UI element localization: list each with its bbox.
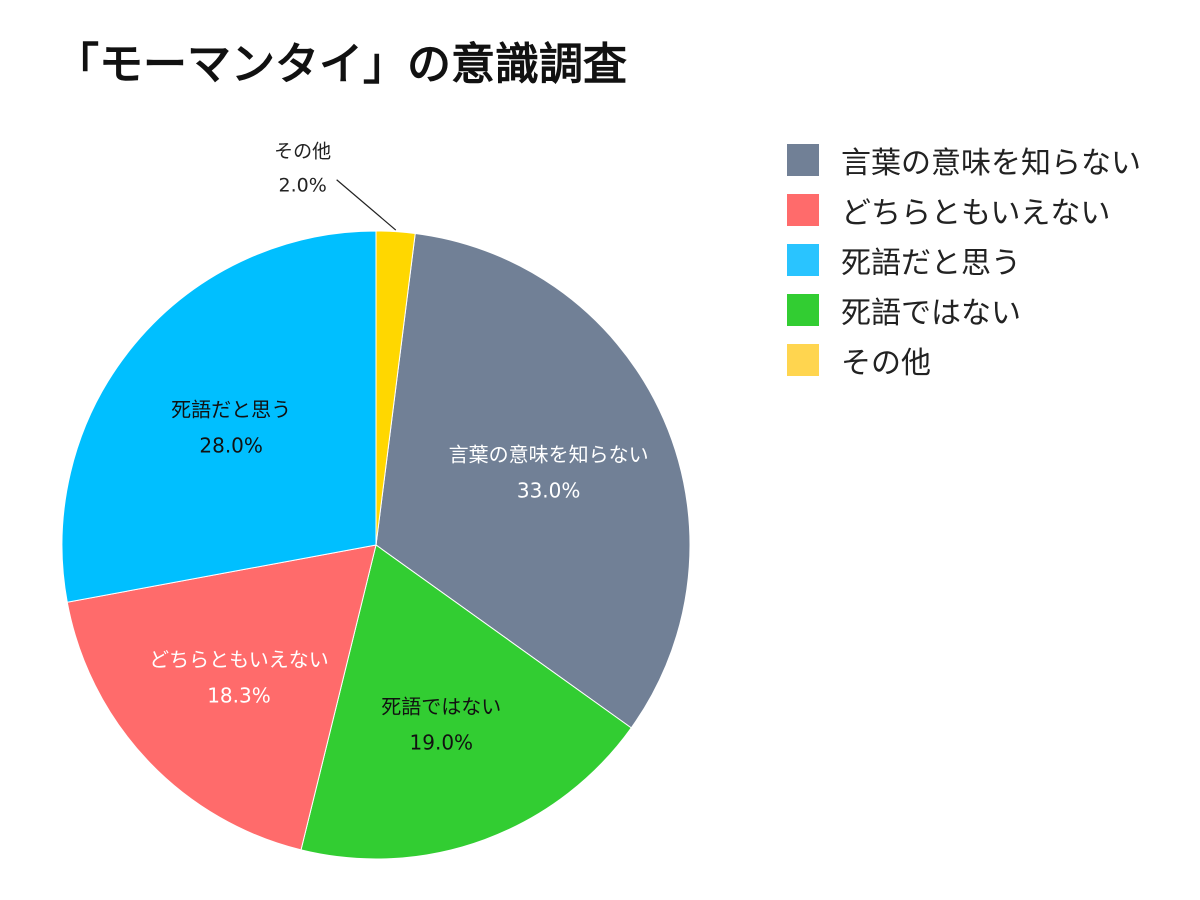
- legend-swatch: [787, 244, 819, 276]
- pie-slice: [300, 544, 632, 860]
- slice-label: 言葉の意味を知らない: [449, 443, 649, 467]
- legend-item: その他: [787, 335, 1141, 385]
- pie-slices: [61, 230, 691, 860]
- slice-label: 死語だと思う: [171, 398, 291, 422]
- pie-chart: 言葉の意味を知らない 33.0% 死語ではない 19.0% どちらともいえない 18.3%…: [61, 141, 691, 860]
- legend-item: 言葉の意味を知らない: [787, 135, 1141, 185]
- slice-value-label: 19.0%: [410, 731, 474, 755]
- pie-labels: 言葉の意味を知らない 33.0% 死語ではない 19.0% どちらともいえない 18.3%…: [149, 141, 648, 755]
- pie-slice: [375, 232, 691, 729]
- slice-value-label: 33.0%: [517, 479, 581, 503]
- legend-label: 死語ではない: [841, 296, 1021, 331]
- slice-label: 死語ではない: [381, 695, 501, 719]
- legend: 言葉の意味を知らない どちらともいえない 死語だと思う 死語ではない その他: [787, 135, 1141, 385]
- legend-label: 言葉の意味を知らない: [841, 146, 1141, 181]
- legend-item: どちらともいえない: [787, 185, 1141, 235]
- slice-value-label: 2.0%: [278, 175, 326, 197]
- legend-item: 死語ではない: [787, 285, 1141, 335]
- legend-swatch: [787, 294, 819, 326]
- legend-swatch: [787, 144, 819, 176]
- slice-label: その他: [274, 141, 331, 163]
- slice-label: どちらともいえない: [149, 647, 329, 671]
- chart-title: 「モーマンタイ」の意識調査: [55, 39, 627, 90]
- legend-label: その他: [841, 346, 931, 381]
- legend-label: どちらともいえない: [841, 196, 1111, 231]
- legend-swatch: [787, 194, 819, 226]
- slice-value-label: 18.3%: [207, 683, 271, 707]
- leader-line: [336, 179, 397, 231]
- pie-slice: [375, 230, 416, 546]
- legend-swatch: [787, 344, 819, 376]
- legend-label: 死語だと思う: [841, 246, 1021, 281]
- pie-slice: [66, 544, 377, 851]
- slice-value-label: 28.0%: [199, 434, 263, 458]
- legend-item: 死語だと思う: [787, 235, 1141, 285]
- pie-slice: [61, 230, 377, 603]
